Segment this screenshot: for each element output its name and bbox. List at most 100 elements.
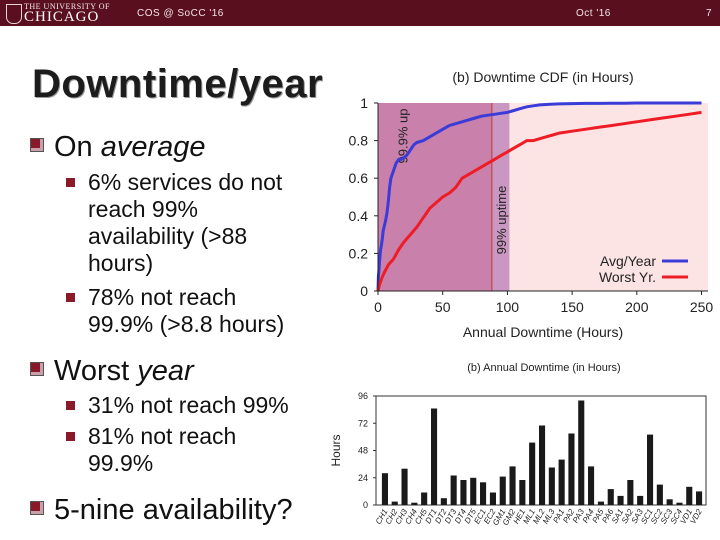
annual-downtime-bar-chart: (b) Annual Downtime (in Hours) Hours 0 24 48… <box>329 362 707 527</box>
y-tick-label: 72 <box>358 418 368 428</box>
bar <box>450 475 457 505</box>
sub-line: 99.9% (>8.8 hours) <box>88 311 285 337</box>
bar <box>558 459 565 505</box>
slide-header: THE UNIVERSITY OF CHICAGO COS @ SoCC '16… <box>0 0 720 26</box>
bar <box>597 501 604 505</box>
x-tick-label: VD2 <box>688 507 704 525</box>
sub-bullet-worst-1: 31% not reach 99% <box>66 392 289 419</box>
bar <box>529 442 536 505</box>
y-tick-label: 0.6 <box>349 170 369 186</box>
bullet-rest: availability? <box>142 494 293 526</box>
bullet-rest: average <box>100 131 206 163</box>
sub-line: 99.9% <box>88 450 154 476</box>
logo-line-1: THE UNIVERSITY OF <box>24 2 110 11</box>
bar <box>411 502 418 505</box>
bar <box>637 495 644 505</box>
y-tick-label: 48 <box>358 446 368 456</box>
bar <box>696 491 703 505</box>
sub-line: 31% not reach 99% <box>88 392 289 418</box>
bullet-lead: Worst <box>54 355 130 387</box>
bar <box>607 489 614 505</box>
bar <box>431 408 438 505</box>
y-axis-label: Hours <box>329 434 343 466</box>
bar <box>666 499 673 505</box>
x-tick-label: 50 <box>435 299 451 315</box>
bar <box>539 425 546 505</box>
bullet-box-icon <box>30 362 44 377</box>
bar <box>470 477 477 506</box>
square-bullet-icon <box>66 432 75 441</box>
bullet-on-average: On average <box>30 131 206 164</box>
bullet-worst-year: Worst year <box>30 355 194 388</box>
legend-label: Avg/Year <box>600 253 656 269</box>
bar <box>686 486 693 505</box>
bar <box>499 476 506 505</box>
bar <box>548 467 555 505</box>
x-tick-label: 150 <box>560 299 584 315</box>
bullet-box-icon <box>30 501 44 516</box>
bar <box>647 434 654 505</box>
bar <box>391 501 398 505</box>
region-label-999: 99.9% up <box>395 109 410 164</box>
y-tick-label: 1 <box>360 95 368 111</box>
logo-line-2: CHICAGO <box>24 9 100 25</box>
sub-line: 81% not reach <box>88 423 237 449</box>
x-tick-label: 250 <box>690 299 714 315</box>
bar <box>480 482 487 505</box>
sub-line: 6% services do not <box>88 169 283 195</box>
y-tick-label: 0.8 <box>349 133 369 149</box>
downtime-cdf-chart: (b) Downtime CDF (in Hours) 99.9% up 99% u… <box>349 69 714 340</box>
shield-icon <box>6 4 22 24</box>
sub-bullet-avg-2: 78% not reach 99.9% (>8.8 hours) <box>66 284 285 338</box>
y-tick-label: 24 <box>358 473 368 483</box>
page-number: 7 <box>706 8 713 19</box>
y-tick-label: 0.2 <box>349 245 369 261</box>
x-tick-label: 200 <box>625 299 649 315</box>
series-line-avg-year <box>376 101 702 292</box>
bar <box>588 466 595 505</box>
bar <box>509 466 516 505</box>
legend-label: Worst Yr. <box>599 269 656 285</box>
x-tick-label: 100 <box>496 299 520 315</box>
x-axis-label: Annual Downtime (Hours) <box>463 324 623 340</box>
bullet-five-nine: 5-nine availability? <box>30 494 293 527</box>
y-tick-label: 0.4 <box>349 208 369 224</box>
slide-title: Downtime/year <box>32 62 324 106</box>
date-label: Oct '16 <box>576 8 611 19</box>
university-logo: THE UNIVERSITY OF CHICAGO <box>4 1 110 25</box>
bar <box>381 473 388 505</box>
bar <box>440 498 447 505</box>
bar <box>401 468 408 505</box>
square-bullet-icon <box>66 293 75 302</box>
bar <box>460 480 467 505</box>
bar <box>519 480 526 505</box>
region-label-99: 99% uptime <box>494 186 509 255</box>
chart-title: (b) Downtime CDF (in Hours) <box>452 69 633 85</box>
bar <box>617 495 624 505</box>
square-bullet-icon <box>66 401 75 410</box>
bar <box>578 400 585 505</box>
bar <box>676 502 683 505</box>
bullet-box-icon <box>30 138 44 153</box>
square-bullet-icon <box>66 178 75 187</box>
conference-label: COS @ SoCC '16 <box>137 8 224 19</box>
bullet-lead: 5-nine <box>54 494 135 526</box>
chart-title: (b) Annual Downtime (in Hours) <box>467 362 620 374</box>
sub-line: 78% not reach <box>88 284 237 310</box>
bar <box>421 492 428 505</box>
x-tick-label: 0 <box>374 299 382 315</box>
bullet-rest: year <box>137 355 194 387</box>
bar <box>568 433 575 505</box>
sub-bullet-avg-1: 6% services do not reach 99% availabilit… <box>66 169 283 277</box>
y-tick-label: 0 <box>363 500 368 510</box>
bar <box>656 484 663 505</box>
sub-bullet-worst-2: 81% not reach 99.9% <box>66 423 237 477</box>
y-tick-label: 96 <box>358 391 368 401</box>
y-tick-label: 0 <box>360 283 368 299</box>
sub-line: hours) <box>88 250 154 276</box>
bar <box>627 480 634 505</box>
sub-line: reach 99% <box>88 196 198 222</box>
bullet-lead: On <box>54 131 93 163</box>
bar <box>489 492 496 505</box>
sub-line: availability (>88 <box>88 223 248 249</box>
